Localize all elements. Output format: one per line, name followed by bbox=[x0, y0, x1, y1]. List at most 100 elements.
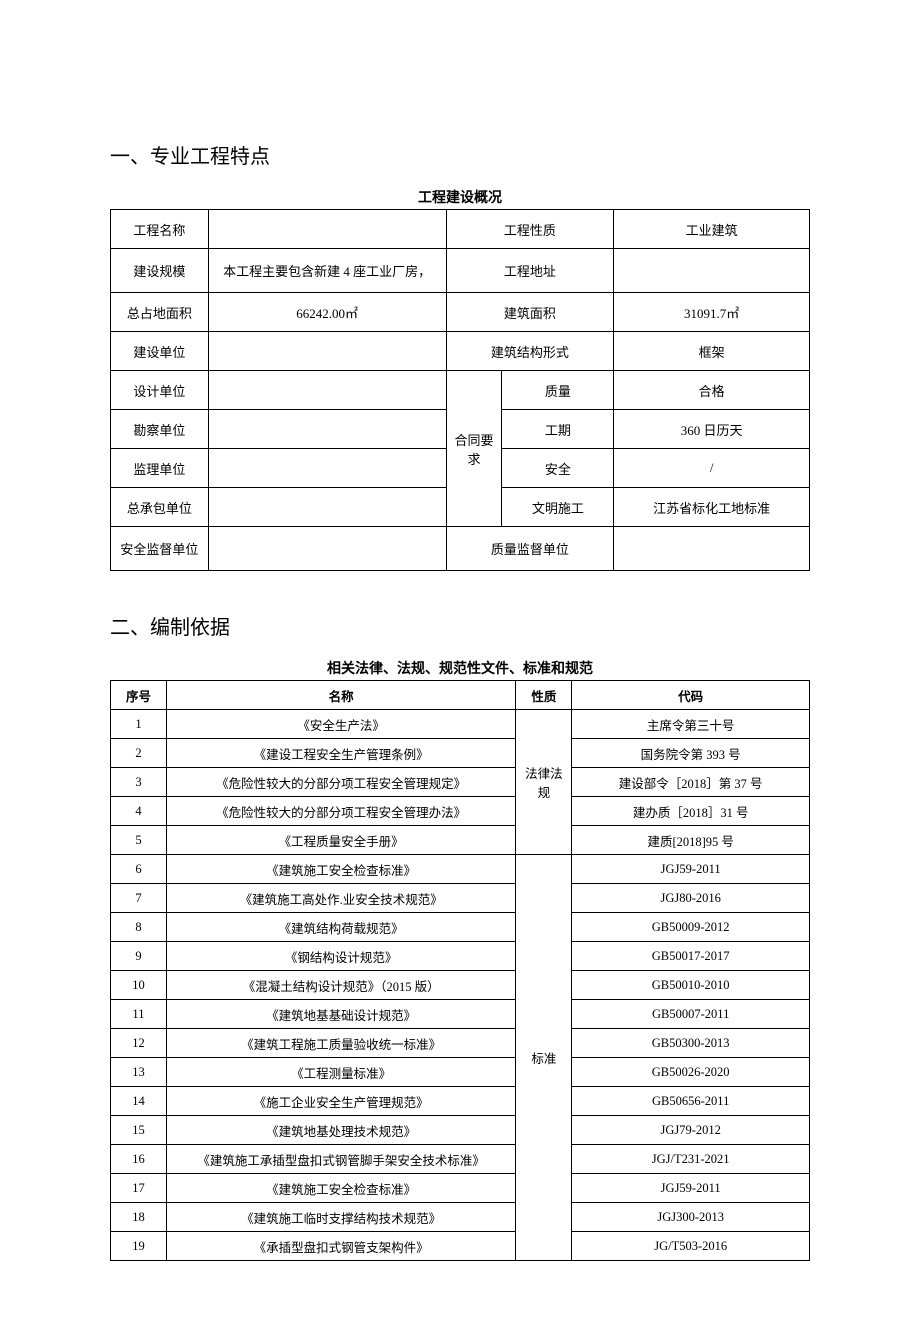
table-row: 11《建筑地基基础设计规范》 GB50007-2011 bbox=[111, 1000, 810, 1029]
cell-value bbox=[208, 527, 446, 571]
cell-name: 《危险性较大的分部分项工程安全管理办法》 bbox=[166, 797, 516, 826]
cell-seq: 7 bbox=[111, 884, 167, 913]
cell-label: 建设单位 bbox=[111, 332, 209, 371]
cell-label: 安全 bbox=[502, 449, 614, 488]
cell-code: JGJ300-2013 bbox=[572, 1203, 810, 1232]
cell-label: 监理单位 bbox=[111, 449, 209, 488]
cell-name: 《建筑地基基础设计规范》 bbox=[166, 1000, 516, 1029]
cell-seq: 4 bbox=[111, 797, 167, 826]
table-row: 工程名称 工程性质 工业建筑 bbox=[111, 210, 810, 249]
cell-seq: 8 bbox=[111, 913, 167, 942]
cell-seq: 16 bbox=[111, 1145, 167, 1174]
cell-label: 总承包单位 bbox=[111, 488, 209, 527]
table-row: 18《建筑施工临时支撑结构技术规范》JGJ300-2013 bbox=[111, 1203, 810, 1232]
cell-label: 设计单位 bbox=[111, 371, 209, 410]
table-row: 安全监督单位 质量监督单位 bbox=[111, 527, 810, 571]
table-1-title: 工程建设概况 bbox=[110, 187, 810, 207]
cell-name: 《建筑施工承插型盘扣式钢管脚手架安全技术标准》 bbox=[166, 1145, 516, 1174]
cell-label: 质量监督单位 bbox=[446, 527, 614, 571]
col-name: 名称 bbox=[166, 681, 516, 710]
cell-value: 江苏省标化工地标准 bbox=[614, 488, 810, 527]
cell-seq: 19 bbox=[111, 1232, 167, 1261]
cell-seq: 17 bbox=[111, 1174, 167, 1203]
cell-name: 《工程测量标准》 bbox=[166, 1058, 516, 1087]
table-row: 总占地面积 66242.00㎡ 建筑面积 31091.7㎡ bbox=[111, 293, 810, 332]
cell-name: 《建筑工程施工质量验收统一标准》 bbox=[166, 1029, 516, 1058]
cell-value bbox=[208, 332, 446, 371]
cell-value: 工业建筑 bbox=[614, 210, 810, 249]
table-row: 7《建筑施工高处作.业安全技术规范》 JGJ80-2016 bbox=[111, 884, 810, 913]
table-row: 16《建筑施工承插型盘扣式钢管脚手架安全技术标准》 JGJ/T231-2021 bbox=[111, 1145, 810, 1174]
cell-code: 国务院令第 393 号 bbox=[572, 739, 810, 768]
cell-value: 31091.7㎡ bbox=[614, 293, 810, 332]
table-row: 6《建筑施工安全检查标准》标准JGJ59-2011 bbox=[111, 855, 810, 884]
cell-name: 《混凝土结构设计规范》（2015 版） bbox=[166, 971, 516, 1000]
cell-value: 合格 bbox=[614, 371, 810, 410]
table-row: 9《钢结构设计规范》 GB50017-2017 bbox=[111, 942, 810, 971]
cell-name: 《安全生产法》 bbox=[166, 710, 516, 739]
cell-value bbox=[614, 249, 810, 293]
cell-label: 勘察单位 bbox=[111, 410, 209, 449]
cell-code: GB50009-2012 bbox=[572, 913, 810, 942]
table-row: 1《安全生产法》法律法规主席令第三十号 bbox=[111, 710, 810, 739]
col-seq: 序号 bbox=[111, 681, 167, 710]
table-row: 12《建筑工程施工质量验收统一标准》GB50300-2013 bbox=[111, 1029, 810, 1058]
cell-value: / bbox=[614, 449, 810, 488]
cell-code: GB50017-2017 bbox=[572, 942, 810, 971]
cell-value bbox=[208, 371, 446, 410]
cell-name: 《建设工程安全生产管理条例》 bbox=[166, 739, 516, 768]
cell-name: 《钢结构设计规范》 bbox=[166, 942, 516, 971]
cell-code: JGJ/T231-2021 bbox=[572, 1145, 810, 1174]
col-type: 性质 bbox=[516, 681, 572, 710]
cell-code: GB50007-2011 bbox=[572, 1000, 810, 1029]
cell-value bbox=[208, 449, 446, 488]
cell-name: 《承插型盘扣式钢管支架构件》 bbox=[166, 1232, 516, 1261]
cell-seq: 15 bbox=[111, 1116, 167, 1145]
cell-code: GB50026-2020 bbox=[572, 1058, 810, 1087]
project-overview-table: 工程名称 工程性质 工业建筑 建设规模 本工程主要包含新建 4 座工业厂房， 工… bbox=[110, 209, 810, 571]
cell-name: 《建筑施工高处作.业安全技术规范》 bbox=[166, 884, 516, 913]
cell-seq: 18 bbox=[111, 1203, 167, 1232]
cell-name: 《建筑施工安全检查标准》 bbox=[166, 1174, 516, 1203]
cell-label: 工程性质 bbox=[446, 210, 614, 249]
table-row: 14《施工企业安全生产管理规范》 GB50656-2011 bbox=[111, 1087, 810, 1116]
table-row: 19《承插型盘扣式钢管支架构件》JG/T503-2016 bbox=[111, 1232, 810, 1261]
cell-code: 建设部令［2018］第 37 号 bbox=[572, 768, 810, 797]
table-row: 5《工程质量安全手册》建质[2018]95 号 bbox=[111, 826, 810, 855]
table-row: 4《危险性较大的分部分项工程安全管理办法》建办质［2018］31 号 bbox=[111, 797, 810, 826]
cell-value: 360 日历天 bbox=[614, 410, 810, 449]
cell-label: 安全监督单位 bbox=[111, 527, 209, 571]
cell-seq: 11 bbox=[111, 1000, 167, 1029]
cell-value bbox=[208, 488, 446, 527]
cell-seq: 2 bbox=[111, 739, 167, 768]
cell-name: 《建筑施工安全检查标准》 bbox=[166, 855, 516, 884]
table-row: 建设单位 建筑结构形式 框架 bbox=[111, 332, 810, 371]
cell-value: 本工程主要包含新建 4 座工业厂房， bbox=[208, 249, 446, 293]
cell-value: 66242.00㎡ bbox=[208, 293, 446, 332]
cell-code: JGJ80-2016 bbox=[572, 884, 810, 913]
cell-name: 《施工企业安全生产管理规范》 bbox=[166, 1087, 516, 1116]
cell-label: 建筑面积 bbox=[446, 293, 614, 332]
cell-seq: 6 bbox=[111, 855, 167, 884]
table-row: 15《建筑地基处理技术规范》JGJ79-2012 bbox=[111, 1116, 810, 1145]
cell-label: 合同要求 bbox=[446, 371, 502, 527]
cell-label: 质量 bbox=[502, 371, 614, 410]
table-row: 10《混凝土结构设计规范》（2015 版）GB50010-2010 bbox=[111, 971, 810, 1000]
cell-label: 工程名称 bbox=[111, 210, 209, 249]
cell-name: 《危险性较大的分部分项工程安全管理规定》 bbox=[166, 768, 516, 797]
cell-value bbox=[208, 410, 446, 449]
cell-label: 总占地面积 bbox=[111, 293, 209, 332]
section-2-heading: 二、编制依据 bbox=[110, 611, 810, 640]
cell-name: 《工程质量安全手册》 bbox=[166, 826, 516, 855]
cell-code: GB50656-2011 bbox=[572, 1087, 810, 1116]
cell-seq: 12 bbox=[111, 1029, 167, 1058]
cell-seq: 14 bbox=[111, 1087, 167, 1116]
cell-label: 建筑结构形式 bbox=[446, 332, 614, 371]
table-header-row: 序号 名称 性质 代码 bbox=[111, 681, 810, 710]
table-row: 设计单位 合同要求 质量 合格 bbox=[111, 371, 810, 410]
table-row: 建设规模 本工程主要包含新建 4 座工业厂房， 工程地址 bbox=[111, 249, 810, 293]
cell-seq: 3 bbox=[111, 768, 167, 797]
cell-group: 标准 bbox=[516, 855, 572, 1261]
cell-code: JGJ79-2012 bbox=[572, 1116, 810, 1145]
cell-seq: 9 bbox=[111, 942, 167, 971]
